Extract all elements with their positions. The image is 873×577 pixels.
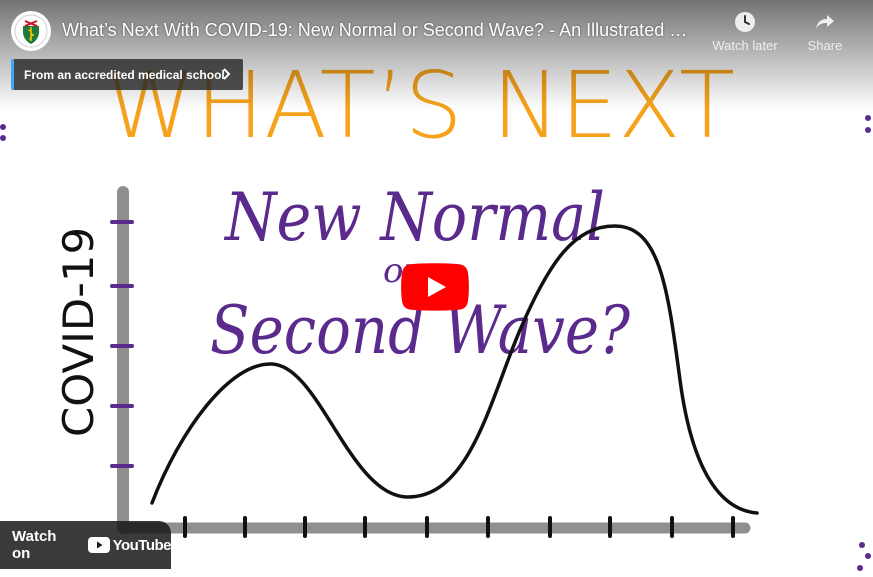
watch-later-button[interactable]: Watch later: [705, 10, 785, 53]
accredited-school-banner[interactable]: From an accredited medical school: [11, 59, 243, 90]
video-title[interactable]: What’s Next With COVID-19: New Normal or…: [62, 20, 692, 40]
thumbnail-line-new-normal: New Normal: [223, 179, 605, 256]
medical-school-shield-icon: [14, 14, 48, 48]
channel-avatar[interactable]: [11, 11, 51, 51]
share-label: Share: [807, 38, 843, 53]
play-button[interactable]: [401, 263, 469, 311]
share-button[interactable]: Share: [785, 10, 865, 53]
play-triangle-icon: [428, 277, 446, 297]
thumbnail-axis-label: COVID-19: [54, 227, 103, 437]
two-wave-curve: [150, 224, 759, 515]
watch-on-youtube-button[interactable]: Watch on YouTube: [0, 521, 172, 569]
youtube-logo: YouTube: [87, 536, 172, 554]
clock-icon: [735, 12, 755, 32]
youtube-play-logo-icon: [87, 537, 110, 553]
chevron-right-icon: [223, 68, 231, 80]
accredited-banner-text: From an accredited medical school: [24, 67, 225, 82]
watch-later-label: Watch later: [712, 38, 778, 53]
edge-doodles: [0, 115, 871, 571]
share-arrow-icon: [816, 15, 834, 29]
chart-axes: [110, 186, 751, 538]
watch-on-label: Watch on: [12, 528, 57, 562]
youtube-wordmark: YouTube: [112, 536, 172, 554]
